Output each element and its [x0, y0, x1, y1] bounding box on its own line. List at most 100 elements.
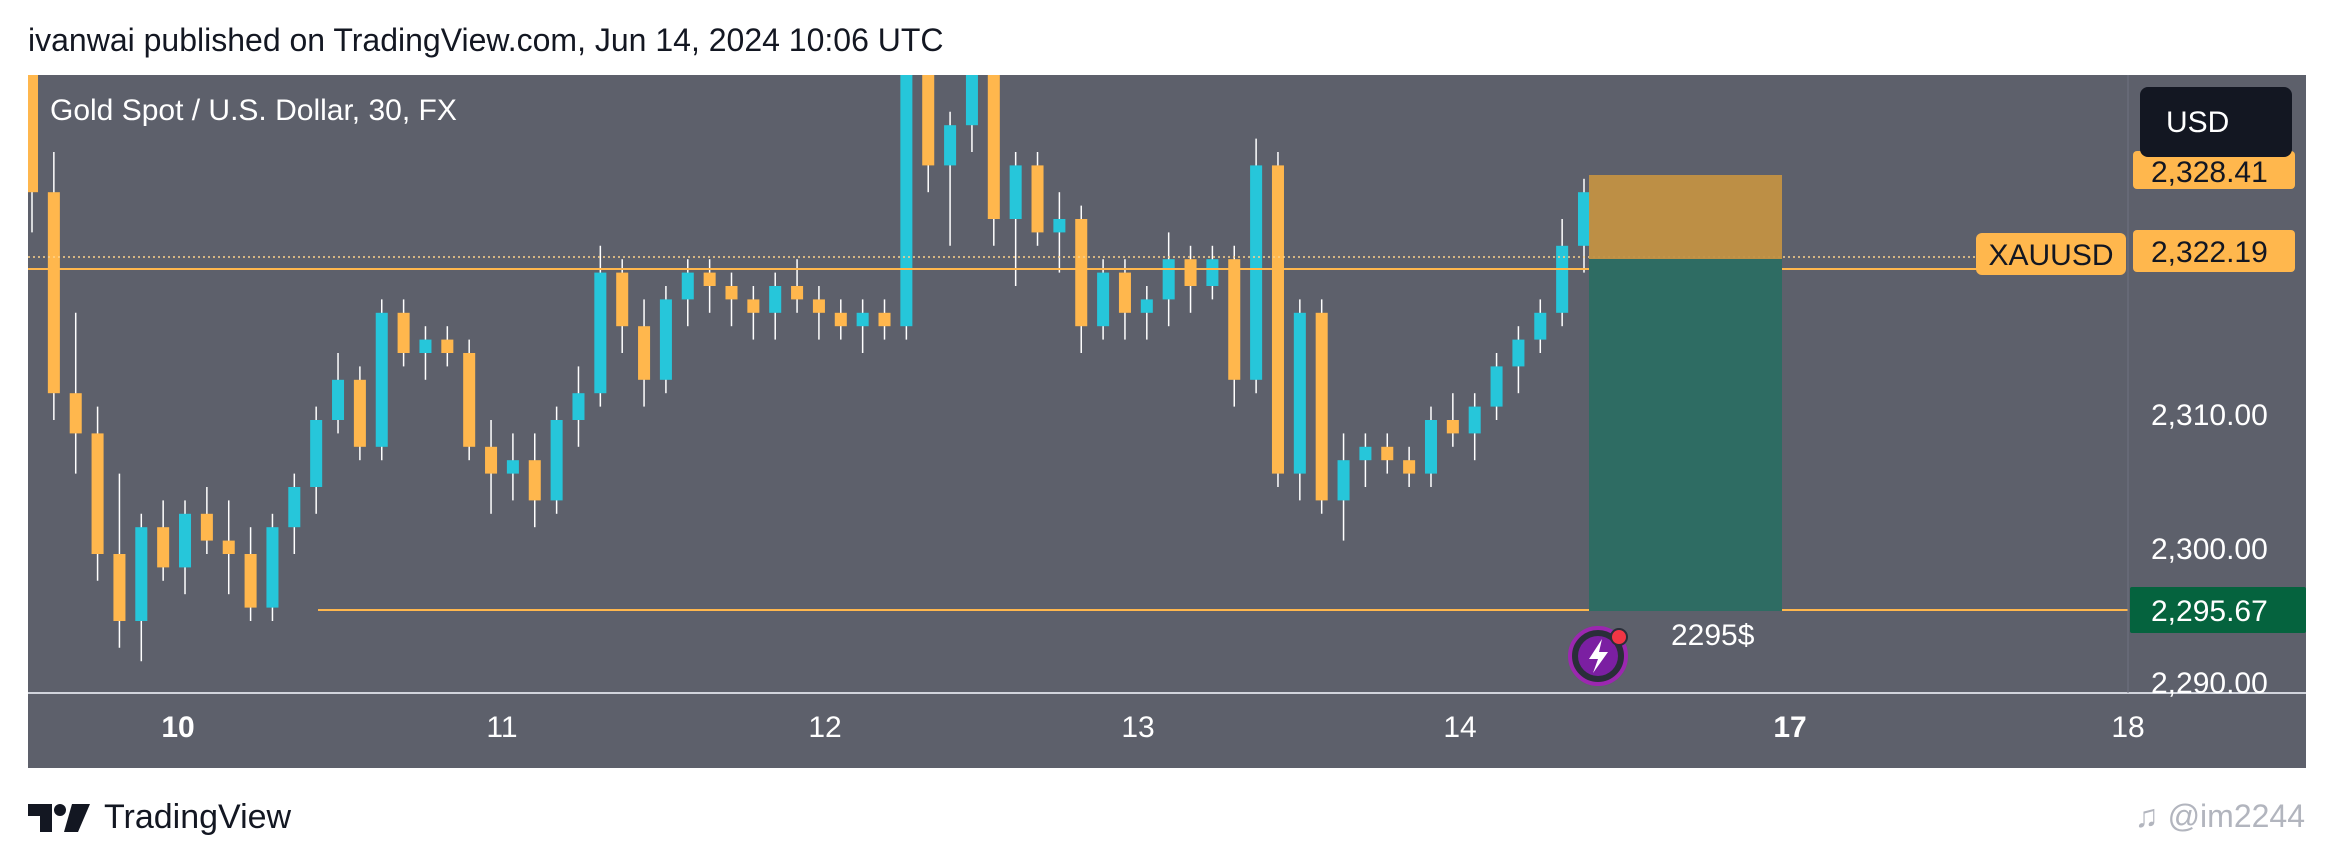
candle-body-down [353, 379, 366, 447]
last-price-badge: 2,322.19 [2133, 230, 2295, 272]
candle-body-down [91, 433, 104, 554]
tradingview-logo-icon [28, 803, 90, 832]
candle-body-up [1162, 259, 1175, 300]
take-profit-zone[interactable] [1589, 259, 1782, 611]
x-tick-label: 18 [2111, 711, 2144, 744]
candle-body-up [1097, 272, 1110, 327]
candle-body-down [1403, 460, 1416, 474]
candlestick-series [28, 75, 1591, 662]
candle-body-down [485, 446, 498, 474]
candle-body-down [791, 286, 804, 300]
candle-body-up [179, 513, 192, 568]
symbol-title: Gold Spot / U.S. Dollar, 30, FX [50, 94, 457, 127]
candle-body-up [1468, 406, 1481, 434]
tradingview-logo[interactable]: TradingView [28, 798, 291, 837]
lightning-icon[interactable] [1568, 626, 1628, 686]
candle-body-up [1424, 420, 1437, 474]
candle-body-down [157, 527, 170, 568]
x-tick-label: 11 [486, 711, 517, 744]
candle-body-up [1577, 192, 1591, 246]
candle-body-up [1534, 312, 1547, 340]
y-tick-label: 2,300.00 [2151, 533, 2268, 566]
publish-header: ivanwai published on TradingView.com, Ju… [28, 22, 944, 58]
candle-body-down [834, 312, 847, 327]
candle-body-down [747, 299, 760, 313]
candle-body-down [987, 75, 1000, 219]
candle-body-up [681, 272, 694, 300]
candle-body-up [1053, 219, 1066, 233]
candle-body-up [1512, 339, 1525, 367]
candle-body-down [397, 312, 410, 353]
candle-body-up [856, 312, 869, 327]
candle-body-down [1271, 165, 1284, 474]
candle-body-down [47, 192, 60, 394]
candle-body-down [725, 286, 738, 300]
x-tick-label: 13 [1121, 711, 1154, 744]
stop-loss-zone[interactable] [1589, 175, 1782, 259]
target-annotation: 2295$ [1671, 619, 1755, 652]
candle-body-up [1140, 299, 1153, 313]
candle-body-up [1206, 259, 1219, 286]
candle-body-down [441, 339, 454, 353]
candle-body-up [659, 299, 672, 380]
candle-body-up [1490, 366, 1503, 407]
candle-body-down [528, 460, 541, 501]
candle-body-up [375, 312, 388, 447]
x-tick-label: 10 [161, 711, 194, 744]
candle-body-down [616, 272, 629, 327]
tradingview-wordmark: TradingView [104, 798, 292, 836]
y-tick-label: 2,290.00 [2151, 667, 2268, 700]
candle-body-down [222, 540, 235, 554]
plot-area[interactable] [28, 75, 2128, 662]
x-tick-label: 17 [1773, 711, 1806, 744]
candle-body-down [1315, 312, 1328, 501]
candle-body-down [463, 353, 476, 447]
candle-body-down [1118, 272, 1131, 313]
candle-body-up [135, 527, 148, 621]
candle-body-up [506, 460, 519, 474]
candle-body-up [944, 125, 957, 166]
chart-frame[interactable]: Gold Spot / U.S. Dollar, 30, FX 10 11 12… [28, 75, 2306, 768]
social-watermark: ♫ @im2244 [2135, 798, 2305, 835]
candle-body-up [550, 420, 563, 501]
candle-body-up [310, 420, 323, 487]
candle-body-up [572, 393, 585, 420]
chart-svg[interactable]: Gold Spot / U.S. Dollar, 30, FX 10 11 12… [28, 75, 2306, 768]
candle-body-down [1031, 165, 1044, 233]
candle-body-down [244, 554, 257, 608]
candle-body-up [419, 339, 432, 353]
currency-label: USD [2166, 106, 2229, 139]
candle-body-down [703, 272, 716, 286]
candle-body-down [1228, 259, 1241, 380]
candle-body-up [1250, 165, 1263, 380]
candle-body-up [288, 487, 301, 528]
candle-body-up [900, 75, 913, 327]
price-axis[interactable]: 2,310.00 2,300.00 2,290.00 [2151, 399, 2268, 700]
watermark-logo-icon: ♫ [2134, 798, 2159, 834]
candle-body-down [1381, 446, 1394, 461]
chart-background [28, 75, 2306, 768]
candle-body-up [1337, 460, 1350, 501]
candle-body-down [69, 393, 82, 434]
candle-body-up [266, 527, 279, 608]
ticker-badge: XAUUSD [1976, 233, 2126, 275]
watermark-handle: @im2244 [2167, 798, 2305, 834]
stop-price: 2,295.67 [2151, 595, 2268, 628]
candle-body-down [1446, 420, 1459, 434]
candle-body-down [28, 75, 39, 193]
currency-button[interactable]: USD [2140, 87, 2292, 157]
candle-body-up [965, 75, 978, 126]
candle-body-down [812, 299, 825, 313]
candle-body-up [1359, 446, 1372, 461]
x-tick-label: 14 [1443, 711, 1476, 744]
candle-body-down [878, 312, 891, 327]
candle-body-up [1293, 312, 1306, 474]
candle-body-up [769, 286, 782, 313]
candle-body-down [113, 554, 126, 621]
ticker-label: XAUUSD [1988, 239, 2113, 272]
tp-top-badge: 2,328.41 [2133, 151, 2295, 189]
x-tick-label: 12 [808, 711, 841, 744]
candle-body-up [332, 379, 345, 420]
time-axis[interactable]: 10 11 12 13 14 17 18 [161, 711, 2144, 744]
candle-body-up [1009, 165, 1022, 219]
